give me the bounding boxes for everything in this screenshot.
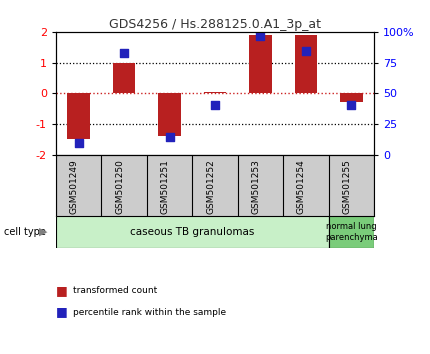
Bar <box>340 93 363 102</box>
Bar <box>56 216 329 248</box>
Text: caseous TB granulomas: caseous TB granulomas <box>130 227 255 237</box>
Bar <box>249 35 272 93</box>
Text: ■: ■ <box>56 305 68 318</box>
Text: percentile rank within the sample: percentile rank within the sample <box>73 308 226 317</box>
Bar <box>67 93 90 139</box>
Text: GSM501254: GSM501254 <box>297 159 306 214</box>
Text: GSM501252: GSM501252 <box>206 159 215 214</box>
Point <box>348 102 355 108</box>
Point <box>302 48 309 54</box>
Bar <box>158 93 181 136</box>
Point <box>257 33 264 38</box>
Text: GSM501255: GSM501255 <box>342 159 351 214</box>
Bar <box>204 92 226 93</box>
Text: normal lung
parenchyma: normal lung parenchyma <box>325 222 378 241</box>
Text: GSM501251: GSM501251 <box>160 159 169 214</box>
Point <box>212 102 218 108</box>
Text: transformed count: transformed count <box>73 286 157 296</box>
Point <box>121 51 128 56</box>
Bar <box>295 35 317 93</box>
Text: GSM501249: GSM501249 <box>70 159 79 214</box>
Bar <box>329 216 374 248</box>
Point <box>75 140 82 146</box>
Bar <box>113 63 135 93</box>
Text: GSM501253: GSM501253 <box>252 159 261 214</box>
Title: GDS4256 / Hs.288125.0.A1_3p_at: GDS4256 / Hs.288125.0.A1_3p_at <box>109 18 321 31</box>
Text: cell type: cell type <box>4 227 46 237</box>
Point <box>166 134 173 139</box>
Text: ■: ■ <box>56 284 68 297</box>
Text: GSM501250: GSM501250 <box>115 159 124 214</box>
Text: ▶: ▶ <box>39 227 47 237</box>
